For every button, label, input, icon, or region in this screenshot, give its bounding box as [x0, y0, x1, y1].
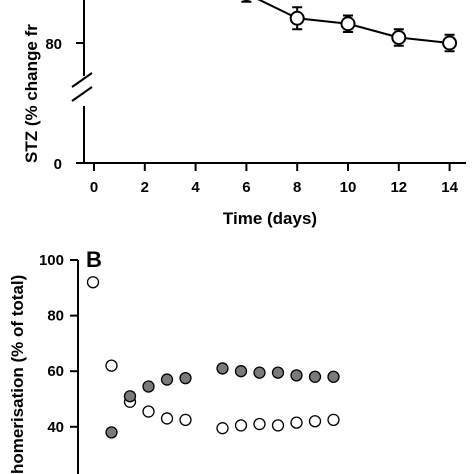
- panel-b-filled-point: [160, 373, 174, 386]
- panel-b-open-point: [142, 405, 155, 418]
- panel-a-xtick-label: 2: [141, 179, 149, 196]
- panel-b-filled-point: [179, 371, 192, 385]
- panel-a-xtick-label: 6: [242, 179, 250, 196]
- panel-a-xtick-label: 14: [441, 179, 458, 196]
- panel-a-xtick-label: 12: [390, 179, 407, 196]
- panel-b-filled-point: [234, 365, 248, 378]
- panel-b-open-point: [86, 276, 100, 289]
- panel-b-ylabel: homerisation (% of total): [8, 275, 27, 474]
- panel-b-label: B: [86, 247, 102, 272]
- panel-b-filled-point: [253, 366, 266, 379]
- panel-b: B homerisation (% of total) 100 80 60 40: [8, 247, 340, 474]
- panel-b-open-point: [253, 417, 266, 431]
- panel-b-ytick-label: 100: [39, 252, 64, 269]
- panel-a-error-bar: [241, 0, 252, 3]
- panel-a-ytick-label-0: 0: [54, 156, 62, 173]
- panel-a-ytick-label-80: 80: [45, 36, 62, 53]
- panel-a-xtick-label: 8: [293, 179, 301, 196]
- panel-a-xtick-label: 10: [340, 179, 357, 196]
- panel-b-filled-point: [290, 369, 303, 382]
- panel-a-axis-break: [71, 72, 93, 102]
- panel-a-series-line: [257, 0, 450, 44]
- panel-a-xtick-label: 4: [191, 179, 200, 196]
- panel-a-data-point: [391, 30, 407, 45]
- panel-b-filled-point: [142, 380, 155, 393]
- panel-b-filled-point: [308, 370, 322, 383]
- panel-a-data-point: [289, 10, 305, 26]
- panel-b-open-point: [308, 415, 322, 428]
- panel-a-data-point: [340, 16, 356, 32]
- panel-b-open-point: [179, 413, 192, 427]
- panel-b-open-point: [271, 419, 285, 432]
- panel-b-open-point: [105, 359, 118, 372]
- panel-b-ytick-label: 40: [47, 419, 64, 436]
- panel-b-open-point: [160, 412, 174, 425]
- panel-a-data-point: [442, 35, 458, 51]
- panel-b-open-point: [216, 422, 229, 435]
- panel-b-filled-point: [327, 370, 340, 383]
- panel-b-ytick-label: 60: [47, 363, 64, 380]
- panel-b-filled-point: [271, 366, 285, 379]
- panel-b-open-point: [290, 416, 303, 429]
- panel-b-ytick-label: 80: [47, 308, 64, 325]
- panel-a-ylabel: STZ (% change fr: [22, 24, 41, 163]
- panel-b-filled-point: [123, 390, 137, 403]
- panel-a: STZ (% change fr 80 0 0 2 4 6 8 10 12 14 Time (…: [22, 0, 466, 228]
- panel-a-xlabel: Time (days): [223, 209, 317, 228]
- panel-b-open-point: [234, 419, 248, 432]
- panel-b-filled-point: [105, 426, 118, 439]
- panel-a-xtick-label: 0: [90, 179, 98, 196]
- panel-b-open-point: [327, 413, 340, 427]
- panel-b-filled-point: [216, 362, 229, 375]
